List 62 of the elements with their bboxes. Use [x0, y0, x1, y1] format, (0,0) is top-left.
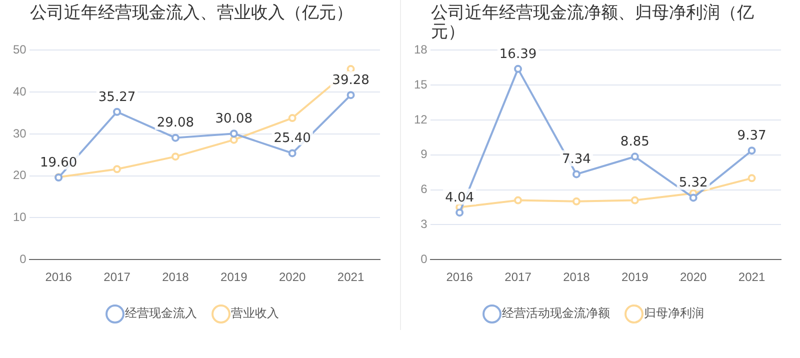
x-tick-label: 2019 — [622, 270, 649, 284]
data-label: 29.08 — [156, 116, 194, 131]
data-label: 8.85 — [620, 134, 650, 150]
point — [171, 134, 180, 142]
x-tick-label: 2020 — [680, 270, 708, 284]
y-tick-label: 6 — [420, 182, 428, 196]
data-label: 7.34 — [562, 152, 591, 168]
x-tick-label: 2018 — [563, 270, 590, 284]
point — [230, 130, 238, 138]
data-label: 39.28 — [332, 72, 370, 88]
point — [572, 197, 580, 206]
x-tick-label: 2020 — [278, 270, 306, 284]
legend-label: 归母净利润 — [644, 306, 704, 320]
x-tick-label: 2018 — [162, 270, 190, 284]
y-tick-label: 0 — [20, 252, 27, 266]
x-tick-label: 2016 — [45, 270, 72, 284]
data-label: 9.37 — [737, 128, 766, 144]
point — [113, 165, 122, 174]
point — [171, 152, 180, 161]
y-tick-label: 15 — [414, 77, 428, 92]
point — [630, 152, 639, 161]
point — [748, 146, 756, 155]
y-tick-label: 18 — [414, 42, 428, 57]
data-label: 16.39 — [499, 46, 537, 62]
point — [689, 194, 698, 202]
y-tick-label: 3 — [420, 217, 428, 232]
y-tick-label: 0 — [420, 252, 428, 266]
point — [288, 114, 296, 122]
point — [346, 91, 355, 100]
y-tick-label: 30 — [12, 126, 27, 140]
x-tick-label: 2021 — [738, 270, 766, 284]
y-tick-label: 20 — [12, 168, 27, 182]
point — [288, 149, 296, 158]
point — [230, 136, 238, 144]
x-tick-label: 2017 — [104, 270, 131, 284]
data-label: 30.08 — [215, 112, 253, 126]
data-label: 19.60 — [40, 155, 78, 170]
chart-title: 公司近年经营现金流净额、归母净利润（亿元） — [430, 2, 755, 42]
x-tick-label: 2019 — [220, 270, 248, 284]
point — [630, 196, 639, 204]
point — [113, 108, 122, 116]
data-label: 4.04 — [445, 190, 474, 206]
data-label: 35.27 — [98, 90, 136, 105]
x-tick-label: 2016 — [446, 270, 474, 284]
point — [572, 170, 580, 178]
legend-label: 经营活动现金流净额 — [502, 306, 610, 320]
y-tick-label: 50 — [12, 42, 27, 57]
point — [514, 196, 522, 204]
data-label: 25.40 — [274, 131, 311, 146]
y-tick-label: 10 — [12, 210, 27, 224]
data-label: 5.32 — [678, 176, 708, 191]
point — [456, 208, 464, 217]
y-tick-label: 12 — [414, 112, 428, 126]
point — [748, 174, 756, 182]
x-tick-label: 2017 — [504, 270, 532, 284]
chart-title: 公司近年经营现金流入、营业收入（亿元） — [29, 2, 354, 25]
x-tick-label: 2021 — [337, 270, 364, 284]
legend-label: 经营现金流入 — [125, 306, 197, 320]
y-tick-label: 40 — [12, 84, 27, 98]
point — [514, 64, 522, 73]
legend-label: 营业收入 — [231, 306, 279, 320]
y-tick-label: 9 — [420, 147, 428, 162]
